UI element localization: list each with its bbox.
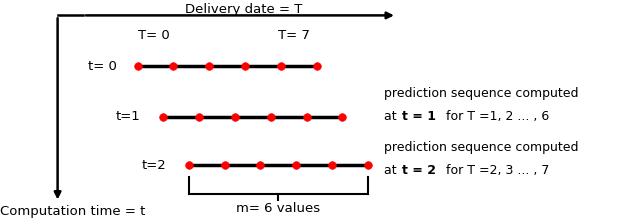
Text: t= 0: t= 0: [88, 59, 117, 73]
Text: Delivery date = T: Delivery date = T: [184, 3, 302, 16]
Text: for T =1, 2 ... , 6: for T =1, 2 ... , 6: [442, 110, 549, 123]
Text: t = 1: t = 1: [402, 110, 436, 123]
Text: m= 6 values: m= 6 values: [236, 202, 321, 215]
Text: at: at: [384, 164, 401, 177]
Text: T= 7: T= 7: [278, 29, 310, 42]
Text: t = 2: t = 2: [402, 164, 436, 177]
Text: t=2: t=2: [141, 158, 166, 172]
Text: prediction sequence computed: prediction sequence computed: [384, 141, 579, 154]
Text: for T =2, 3 ... , 7: for T =2, 3 ... , 7: [442, 164, 549, 177]
Text: T= 0: T= 0: [138, 29, 170, 42]
Text: Computation time = t: Computation time = t: [0, 205, 145, 218]
Text: at: at: [384, 110, 401, 123]
Text: t=1: t=1: [116, 110, 140, 123]
Text: prediction sequence computed: prediction sequence computed: [384, 87, 579, 100]
